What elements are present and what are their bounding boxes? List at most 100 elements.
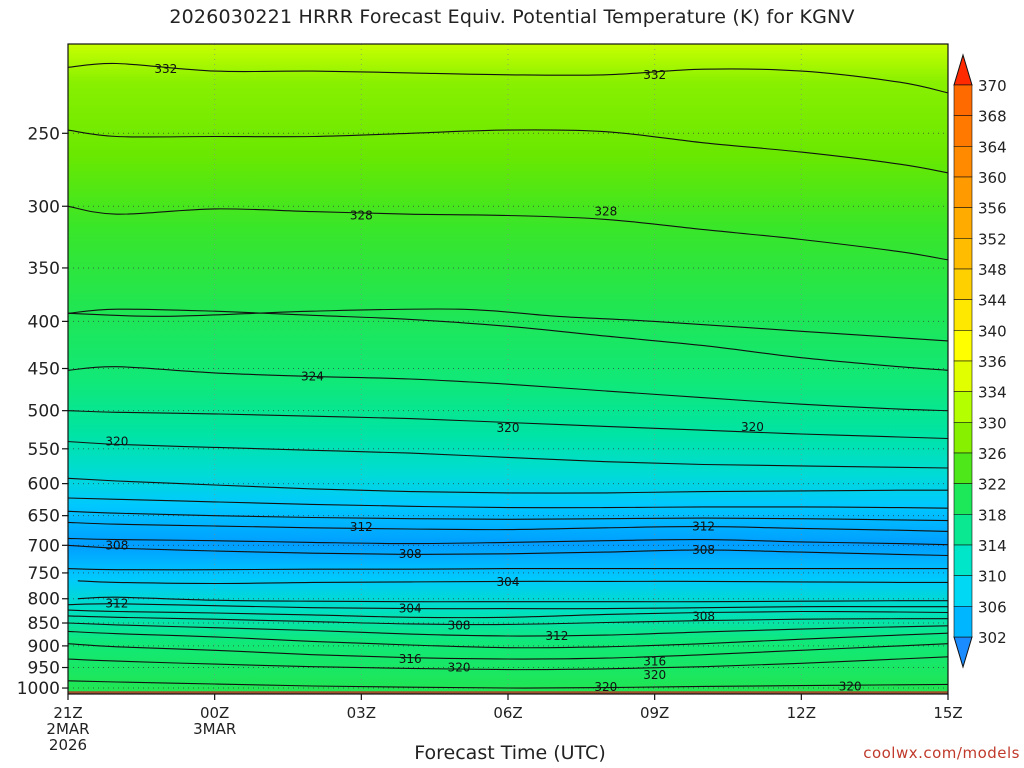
contour-label: 320	[497, 421, 520, 435]
x-tick-label: 15Z	[933, 704, 962, 722]
contour-labels: 332 332 328 328 324 320 320 320 312 312 308 308 308 3…	[105, 62, 861, 694]
colorbar-label: 314	[978, 537, 1007, 555]
colorbar-swatch	[953, 207, 973, 239]
contour-304	[77, 596, 948, 603]
contour-306	[67, 568, 948, 571]
contour-320	[67, 680, 949, 689]
colorbar-swatch	[953, 606, 973, 638]
contour-316	[67, 497, 949, 509]
contour-label: 308	[105, 538, 128, 552]
contour-label: 320	[643, 668, 666, 682]
contour-label: 308	[692, 543, 715, 557]
x-tick-label: 09Z	[640, 704, 669, 722]
colorbar-label: 330	[978, 414, 1007, 432]
y-tick-label: 450	[28, 360, 60, 380]
y-tick-label: 550	[28, 440, 60, 460]
colorbar-bottom-arrow	[953, 636, 973, 669]
contour-label: 332	[643, 68, 666, 82]
ground-fill	[68, 691, 948, 694]
y-axis: 250 300 350 400 450 500 550 600 650 700 750 800 850 9…	[17, 124, 68, 699]
colorbar-label: 370	[978, 77, 1007, 95]
colorbar: 370 368 364 360 356 352 348 344 340 336 334 330 326 3…	[953, 53, 1007, 669]
contour-318	[67, 477, 949, 494]
contour-label: 328	[594, 205, 617, 219]
contour-304	[77, 580, 949, 585]
contour-lines	[67, 62, 949, 689]
y-tick-label: 1000	[17, 679, 60, 699]
colorbar-label: 352	[978, 230, 1007, 248]
contour-324	[67, 366, 949, 412]
colorbar-label: 368	[978, 108, 1007, 126]
contour-label: 312	[350, 520, 373, 534]
y-tick-label: 500	[28, 402, 60, 422]
x-tick-label: 2MAR	[46, 720, 89, 738]
colorbar-swatch	[953, 452, 973, 484]
contour-label: 320	[594, 680, 617, 694]
contour-label: 328	[350, 208, 373, 222]
contour-label: 324	[301, 369, 324, 383]
contour-322	[67, 410, 949, 440]
colorbar-swatch	[953, 146, 973, 178]
colorbar-label: 306	[978, 598, 1007, 616]
y-tick-label: 850	[28, 614, 60, 634]
contour-318	[67, 656, 949, 671]
contour-312	[67, 521, 949, 532]
colorbar-swatch	[953, 544, 973, 576]
colorbar-top-arrow	[953, 53, 973, 86]
contour-label: 308	[399, 547, 422, 561]
colorbar-swatch	[953, 84, 973, 116]
y-tick-label: 900	[28, 637, 60, 657]
colorbar-label: 322	[978, 476, 1007, 494]
colorbar-swatch	[953, 483, 973, 515]
x-tick-label: 06Z	[493, 704, 522, 722]
colorbar-swatch	[953, 360, 973, 392]
colorbar-label: 356	[978, 200, 1007, 218]
x-tick-label: 2026	[49, 736, 87, 754]
colorbar-swatch	[953, 422, 973, 454]
colorbar-swatch	[953, 238, 973, 270]
contour-306	[67, 603, 948, 610]
colorbar-label: 360	[978, 169, 1007, 187]
colorbar-label: 348	[978, 261, 1007, 279]
colorbar-label: 310	[978, 568, 1007, 586]
contour-label: 320	[741, 420, 764, 434]
y-tick-label: 400	[28, 312, 60, 332]
colorbar-label: 326	[978, 445, 1007, 463]
y-tick-label: 350	[28, 259, 60, 279]
y-tick-label: 750	[28, 564, 60, 584]
colorbar-label: 336	[978, 353, 1007, 371]
colorbar-swatch	[953, 115, 973, 147]
y-tick-label: 650	[28, 507, 60, 527]
credit-text: coolwx.com/models	[863, 744, 1020, 762]
contour-label: 304	[497, 575, 520, 589]
contour-326	[67, 308, 949, 342]
x-tick-label: 00Z	[200, 704, 229, 722]
chart-title: 2026030221 HRRR Forecast Equiv. Potentia…	[169, 6, 855, 28]
colorbar-swatch	[953, 391, 973, 423]
contour-label: 308	[692, 609, 715, 623]
contour-label: 304	[399, 602, 422, 616]
x-axis-label: Forecast Time (UTC)	[414, 742, 606, 764]
contour-label: 312	[545, 629, 568, 643]
y-tick-label: 600	[28, 475, 60, 495]
colorbar-label: 302	[978, 629, 1007, 647]
x-tick-label: 21Z	[53, 704, 82, 722]
colorbar-label: 318	[978, 506, 1007, 524]
contour-label: 320	[105, 434, 128, 448]
ground-strip	[68, 691, 948, 694]
y-tick-label: 950	[28, 659, 60, 679]
contour-314	[67, 510, 949, 522]
contour-label: 312	[105, 597, 128, 611]
contour-332	[67, 62, 949, 94]
contour-320	[67, 440, 949, 469]
y-tick-label: 800	[28, 590, 60, 610]
colorbar-label: 334	[978, 384, 1007, 402]
colorbar-label: 344	[978, 292, 1007, 310]
y-tick-label: 300	[28, 197, 60, 217]
contour-308	[67, 544, 949, 557]
contour-312	[67, 622, 949, 637]
colorbar-swatch	[953, 330, 973, 362]
